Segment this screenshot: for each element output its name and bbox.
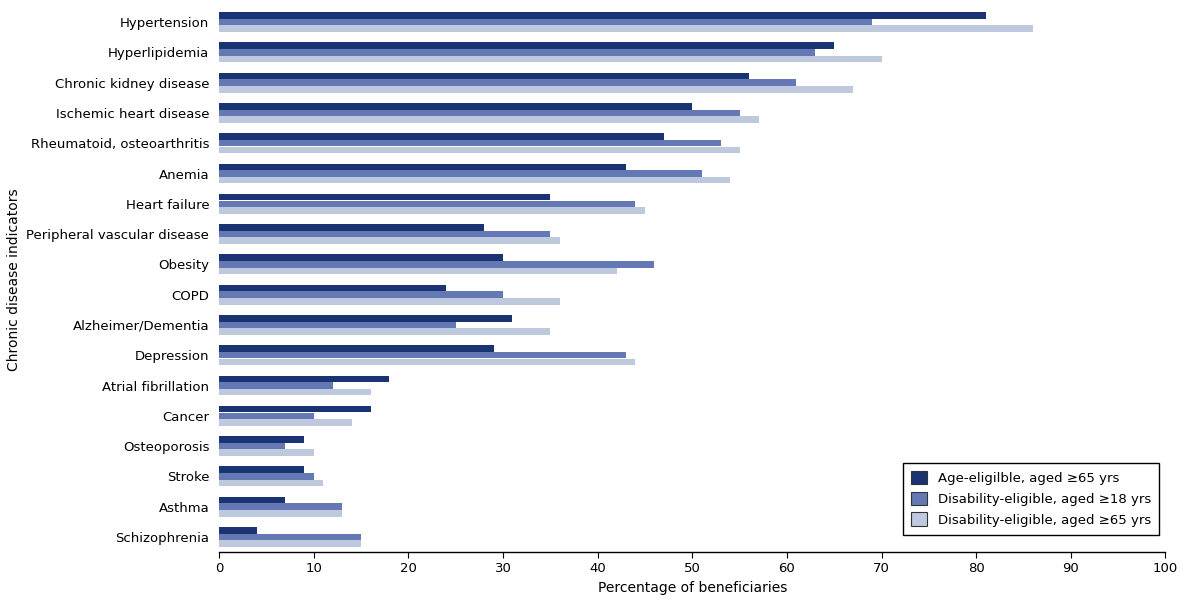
Bar <box>219 261 654 268</box>
Bar <box>219 140 720 146</box>
Bar <box>219 25 1033 32</box>
Bar <box>219 541 361 547</box>
Bar <box>219 110 739 116</box>
Bar <box>219 473 314 480</box>
Bar <box>219 376 390 382</box>
Bar <box>219 436 305 442</box>
Bar <box>219 116 758 123</box>
Bar <box>219 346 493 352</box>
Bar <box>219 56 882 62</box>
Bar <box>219 419 352 426</box>
Bar <box>219 450 314 456</box>
Bar <box>219 315 512 321</box>
Bar <box>219 194 550 200</box>
Bar <box>219 177 730 184</box>
Bar <box>219 480 324 486</box>
Bar <box>219 231 550 237</box>
Bar <box>219 285 447 291</box>
Y-axis label: Chronic disease indicators: Chronic disease indicators <box>7 188 21 371</box>
Bar <box>219 291 502 298</box>
Bar <box>219 527 257 533</box>
Bar <box>219 321 456 328</box>
Legend: Age-eligilble, aged ≥65 yrs, Disability-eligible, aged ≥18 yrs, Disability-eligi: Age-eligilble, aged ≥65 yrs, Disability-… <box>903 463 1159 535</box>
Bar <box>219 164 626 170</box>
Bar <box>219 170 702 177</box>
Bar <box>219 534 361 540</box>
Bar <box>219 503 342 510</box>
Bar <box>219 224 483 231</box>
Bar <box>219 238 559 244</box>
Bar <box>219 406 371 412</box>
Bar <box>219 73 749 79</box>
Bar <box>219 19 872 25</box>
Bar <box>219 497 286 503</box>
Bar <box>219 133 664 140</box>
Bar <box>219 443 286 449</box>
Bar <box>219 389 371 396</box>
Bar <box>219 147 739 153</box>
Bar <box>219 328 550 335</box>
Bar <box>219 359 635 365</box>
Bar <box>219 510 342 517</box>
Bar <box>219 467 305 473</box>
X-axis label: Percentage of beneficiaries: Percentage of beneficiaries <box>597 581 787 595</box>
Bar <box>219 268 616 275</box>
Bar <box>219 86 853 93</box>
Bar <box>219 207 645 214</box>
Bar <box>219 103 692 110</box>
Bar <box>219 43 834 49</box>
Bar <box>219 255 502 261</box>
Bar <box>219 200 635 207</box>
Bar <box>219 12 986 19</box>
Bar <box>219 352 626 358</box>
Bar <box>219 298 559 305</box>
Bar <box>219 412 314 419</box>
Bar <box>219 382 333 389</box>
Bar <box>219 79 796 86</box>
Bar <box>219 49 815 55</box>
